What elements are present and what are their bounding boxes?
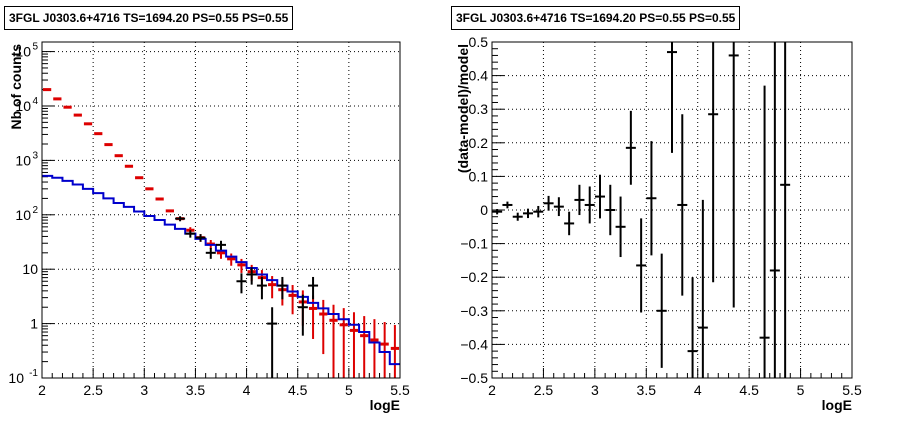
x-tick-label: 3: [140, 382, 148, 398]
y-tick-label: −0.1: [460, 236, 488, 252]
x-tick-label: 5: [797, 382, 805, 398]
x-tick-label: 2: [38, 382, 46, 398]
y-tick-label: 10: [15, 152, 31, 168]
y-tick-label: 0.2: [469, 135, 489, 151]
y-tick-label: 10: [22, 261, 38, 277]
y-tick-exponent: 4: [32, 96, 38, 107]
y-tick-exponent: -1: [29, 368, 38, 379]
y-axis-label: Nb of counts: [8, 44, 24, 130]
x-tick-label: 5: [345, 382, 353, 398]
x-tick-label: 5.5: [842, 382, 862, 398]
y-tick-exponent: 5: [32, 42, 38, 53]
y-tick-label: 10: [15, 207, 31, 223]
plot-frame: [491, 41, 853, 379]
plot-area: [42, 42, 400, 378]
y-axis-label: (data-model)/model: [455, 44, 471, 173]
y-tick-label: 0.1: [469, 168, 489, 184]
y-tick-label: 0.3: [469, 101, 489, 117]
x-tick-label: 3.5: [637, 382, 657, 398]
x-tick-label: 2: [488, 382, 496, 398]
y-tick-label: 10: [8, 370, 24, 386]
residuals-panel: 2 2.5 3 3.5 4 4.5 5 5.5 −0.5 −0.4 −0.3 −0.2 −0.1 0 0.1…: [455, 34, 862, 413]
x-tick-label: 4: [694, 382, 702, 398]
y-tick-label: 0.5: [469, 34, 489, 50]
y-tick-label: 1: [30, 316, 38, 332]
y-tick-label: 0: [480, 202, 488, 218]
y-tick-label: −0.2: [460, 269, 488, 285]
x-tick-label: 2.5: [534, 382, 554, 398]
x-tick-label: 3.5: [186, 382, 206, 398]
y-tick-exponent: 2: [32, 205, 38, 216]
y-tick-label: −0.3: [460, 303, 488, 319]
x-axis-label: logE: [822, 397, 852, 413]
y-tick-label: 10: [15, 44, 31, 60]
y-tick-exponent: 3: [32, 150, 38, 161]
x-tick-label: 4: [243, 382, 251, 398]
x-axis-label: logE: [370, 397, 400, 413]
model-source-histogram: [42, 174, 400, 366]
y-tick-label: −0.5: [460, 370, 488, 386]
right-panel-title: 3FGL J0303.6+4716 TS=1694.20 PS=0.55 PS=…: [451, 6, 741, 30]
plot-frame: [41, 41, 401, 379]
y-tick-label: −0.4: [460, 336, 488, 352]
x-tick-label: 4.5: [739, 382, 759, 398]
x-tick-label: 3: [591, 382, 599, 398]
y-tick-label: 0.4: [469, 68, 489, 84]
x-tick-label: 2.5: [83, 382, 103, 398]
x-tick-label: 5.5: [390, 382, 410, 398]
x-tick-label: 4.5: [288, 382, 308, 398]
y-tick-label: 10: [15, 98, 31, 114]
left-panel-title: 3FGL J0303.6+4716 TS=1694.20 PS=0.55 PS=…: [4, 6, 294, 30]
